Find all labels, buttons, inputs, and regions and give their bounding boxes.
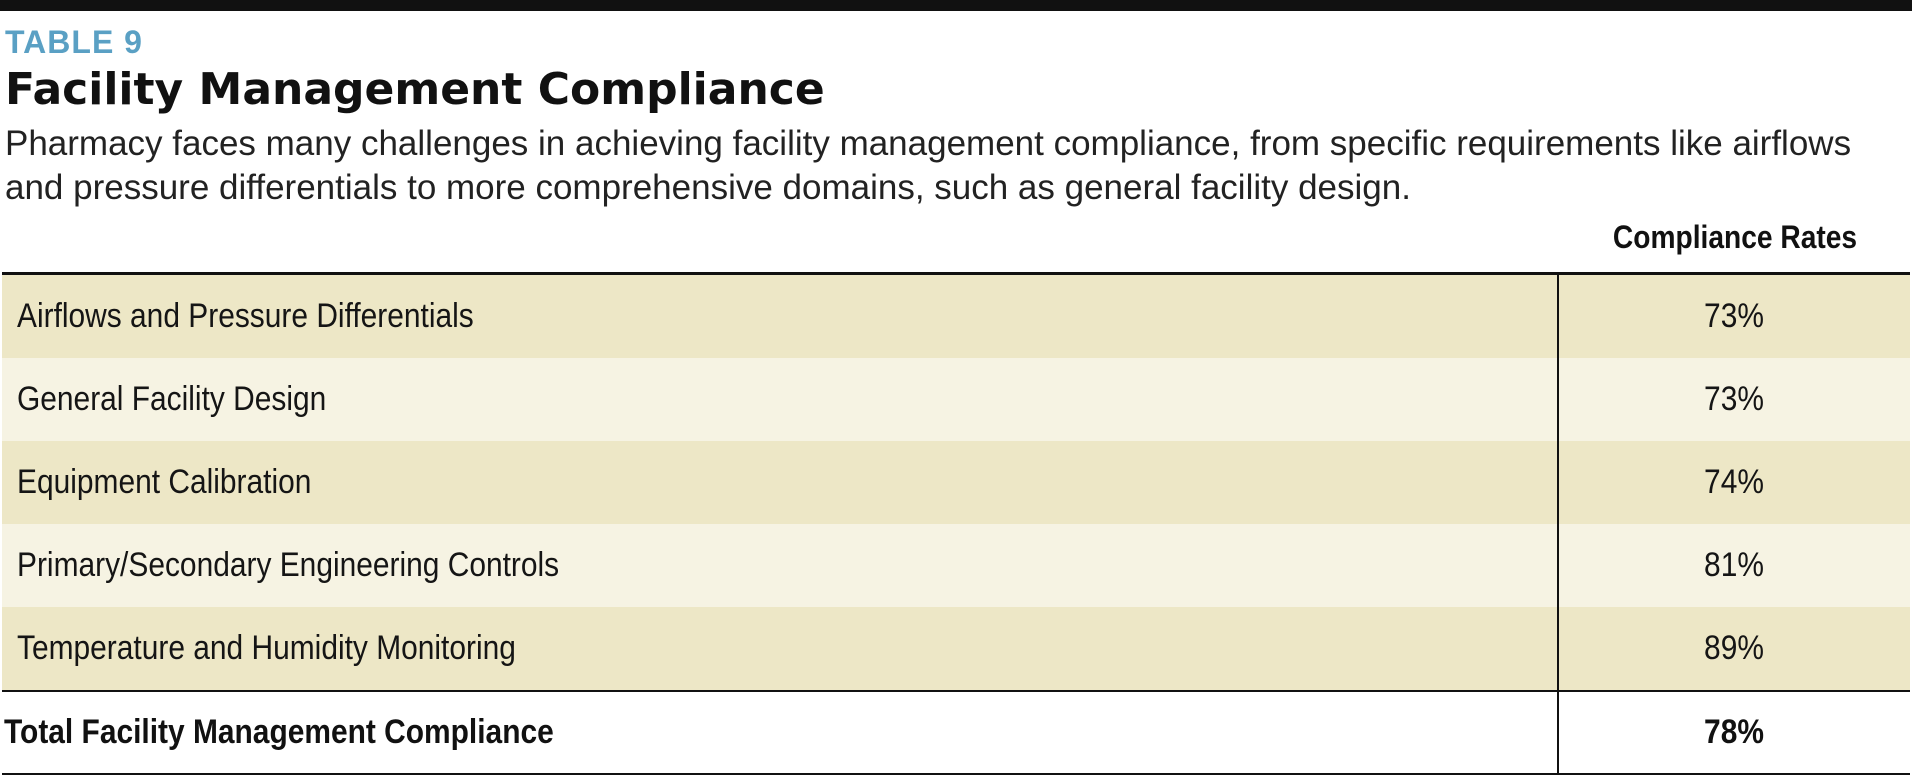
table-body: Airflows and Pressure Differentials 73% …: [2, 275, 1910, 690]
table-row: Temperature and Humidity Monitoring 89%: [2, 607, 1910, 690]
row-value: 73%: [1704, 380, 1764, 418]
total-value: 78%: [1704, 713, 1764, 751]
compliance-rates-column-header: Compliance Rates: [1612, 219, 1858, 255]
table-row: General Facility Design 73%: [2, 358, 1910, 441]
table-title: Facility Management Compliance: [5, 64, 825, 115]
table-number-label: TABLE 9: [5, 24, 143, 60]
row-value: 89%: [1704, 629, 1764, 667]
row-label: Airflows and Pressure Differentials: [17, 297, 474, 335]
top-rule: [0, 0, 1912, 11]
row-label: General Facility Design: [17, 380, 327, 418]
total-row: Total Facility Management Compliance 78%: [2, 692, 1910, 772]
bottom-rule: [2, 773, 1910, 775]
table-row: Equipment Calibration 74%: [2, 441, 1910, 524]
header-rule: [2, 272, 1910, 275]
total-rule: [2, 690, 1910, 692]
row-value: 74%: [1704, 463, 1764, 501]
row-label: Primary/Secondary Engineering Controls: [17, 546, 560, 584]
row-label: Equipment Calibration: [17, 463, 312, 501]
row-label: Temperature and Humidity Monitoring: [17, 629, 516, 667]
table-row: Airflows and Pressure Differentials 73%: [2, 275, 1910, 358]
row-value: 81%: [1704, 546, 1764, 584]
row-value: 73%: [1704, 297, 1764, 335]
column-divider: [1557, 275, 1559, 775]
total-label: Total Facility Management Compliance: [4, 713, 554, 751]
table-row: Primary/Secondary Engineering Controls 8…: [2, 524, 1910, 607]
table-description: Pharmacy faces many challenges in achiev…: [5, 124, 1852, 207]
